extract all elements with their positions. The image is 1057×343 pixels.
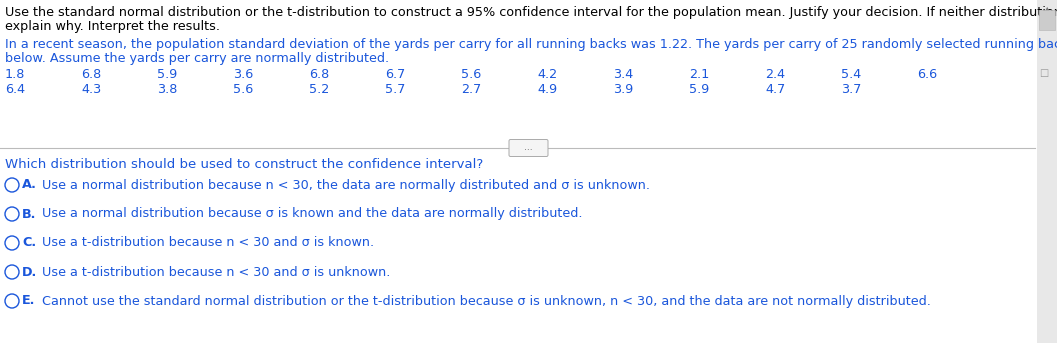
Text: C.: C. [22,237,36,249]
Text: 6.7: 6.7 [385,68,405,81]
Text: 2.7: 2.7 [461,83,481,96]
Text: 3.7: 3.7 [841,83,861,96]
Text: 6.8: 6.8 [309,68,329,81]
Text: Use a normal distribution because σ is known and the data are normally distribut: Use a normal distribution because σ is k… [42,208,582,221]
Text: 6.4: 6.4 [5,83,25,96]
Text: 5.2: 5.2 [309,83,329,96]
FancyBboxPatch shape [509,140,548,156]
Text: 5.9: 5.9 [157,68,178,81]
Text: 4.2: 4.2 [537,68,557,81]
Text: 1.8: 1.8 [5,68,25,81]
Text: D.: D. [22,265,37,279]
Text: Use a t-distribution because n < 30 and σ is unknown.: Use a t-distribution because n < 30 and … [42,265,390,279]
Text: 4.9: 4.9 [537,83,557,96]
Text: B.: B. [22,208,36,221]
Bar [1037,0,1057,343]
Text: ▲: ▲ [1043,5,1051,14]
Text: Use a t-distribution because n < 30 and σ is known.: Use a t-distribution because n < 30 and … [42,237,374,249]
Text: 3.9: 3.9 [613,83,633,96]
Text: 3.8: 3.8 [157,83,178,96]
Text: In a recent season, the population standard deviation of the yards per carry for: In a recent season, the population stand… [5,38,1057,51]
Text: Cannot use the standard normal distribution or the t-distribution because σ is u: Cannot use the standard normal distribut… [42,295,931,308]
Text: A.: A. [22,178,37,191]
Text: □: □ [1039,68,1049,78]
Text: 5.6: 5.6 [233,83,254,96]
Text: explain why. Interpret the results.: explain why. Interpret the results. [5,20,220,33]
Text: 2.1: 2.1 [689,68,709,81]
Text: below. Assume the yards per carry are normally distributed.: below. Assume the yards per carry are no… [5,52,389,65]
Text: 3.6: 3.6 [233,68,254,81]
Text: Use the standard normal distribution or the t-distribution to construct a 95% co: Use the standard normal distribution or … [5,6,1057,19]
Text: Which distribution should be used to construct the confidence interval?: Which distribution should be used to con… [5,158,483,171]
Text: 4.7: 4.7 [765,83,785,96]
Text: 6.8: 6.8 [81,68,101,81]
Bar [1039,10,1055,30]
Text: 5.4: 5.4 [841,68,861,81]
Text: 6.6: 6.6 [917,68,938,81]
Text: 3.4: 3.4 [613,68,633,81]
Text: 5.9: 5.9 [689,83,709,96]
Text: 5.6: 5.6 [461,68,481,81]
Text: E.: E. [22,295,35,308]
Text: 5.7: 5.7 [385,83,406,96]
Text: Use a normal distribution because n < 30, the data are normally distributed and : Use a normal distribution because n < 30… [42,178,650,191]
Text: 2.4: 2.4 [765,68,785,81]
Text: 4.3: 4.3 [81,83,101,96]
Text: ...: ... [524,143,533,153]
